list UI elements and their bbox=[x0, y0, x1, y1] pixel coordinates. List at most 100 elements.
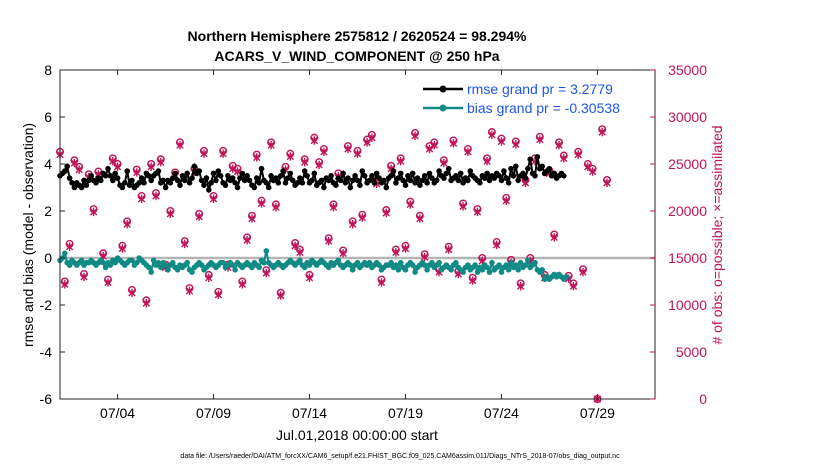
rmse-point bbox=[129, 177, 135, 184]
y-tick-label: 2 bbox=[44, 203, 52, 219]
bias-point bbox=[453, 259, 459, 266]
obs-assimilated-point bbox=[401, 244, 410, 253]
bias-point bbox=[486, 269, 493, 275]
bias-point bbox=[517, 259, 524, 266]
obs-assimilated-point bbox=[473, 207, 482, 217]
rmse-point bbox=[234, 184, 241, 191]
obs-assimilated-point bbox=[229, 164, 237, 173]
rmse-point bbox=[383, 184, 390, 191]
rmse-point bbox=[263, 180, 270, 186]
bias-point bbox=[563, 274, 569, 280]
obs-assimilated-point bbox=[430, 141, 438, 150]
rmse-point bbox=[81, 177, 87, 184]
obs-assimilated-point bbox=[588, 167, 597, 176]
y-tick-label: 6 bbox=[44, 109, 52, 125]
rmse-point bbox=[409, 170, 416, 177]
legend-rmse-label: rmse grand pr = 3.2779 bbox=[467, 81, 613, 97]
rmse-point bbox=[347, 184, 354, 191]
rmse-point bbox=[138, 175, 145, 181]
rmse-point bbox=[340, 170, 346, 177]
obs-assimilated-point bbox=[70, 158, 79, 168]
obs-assimilated-point bbox=[516, 282, 525, 291]
rmse-point bbox=[436, 168, 442, 174]
obs-assimilated-point bbox=[195, 212, 203, 221]
rmse-point bbox=[167, 180, 174, 186]
rmse-point bbox=[460, 180, 466, 186]
y-tick-label: -4 bbox=[40, 344, 53, 360]
y2-tick-label: 0 bbox=[699, 391, 707, 407]
rmse-point bbox=[561, 173, 567, 179]
rmse-point bbox=[419, 177, 426, 184]
obs-assimilated-point bbox=[296, 248, 304, 257]
legend-rmse-marker bbox=[439, 85, 447, 93]
rmse-point bbox=[86, 177, 92, 184]
bias-point bbox=[505, 267, 512, 273]
obs-assimilated-point bbox=[392, 248, 400, 257]
rmse-point bbox=[381, 177, 387, 184]
rmse-point bbox=[203, 175, 210, 181]
bias-point bbox=[397, 259, 404, 266]
obs-assimilated-point bbox=[104, 278, 112, 287]
rmse-point bbox=[253, 175, 260, 181]
y2-axis-ticks: 0 5000 10000 15000 20000 25000 30000 35000 bbox=[650, 62, 707, 407]
rmse-point bbox=[395, 175, 402, 181]
rmse-point bbox=[277, 173, 284, 179]
rmse-point bbox=[110, 177, 116, 184]
rmse-point bbox=[551, 170, 557, 177]
bias-point bbox=[129, 257, 135, 264]
rmse-point bbox=[239, 170, 246, 177]
obs-assimilated-point bbox=[75, 165, 83, 174]
rmse-point bbox=[498, 177, 505, 184]
rmse-point bbox=[112, 170, 118, 177]
bias-point bbox=[263, 248, 270, 254]
obs-assimilated-point bbox=[128, 288, 136, 297]
rmse-point bbox=[184, 170, 190, 177]
obs-assimilated-point bbox=[219, 149, 227, 158]
rmse-point bbox=[546, 165, 553, 172]
rmse-point bbox=[352, 173, 358, 179]
rmse-point bbox=[527, 156, 533, 163]
obs-assimilated-point bbox=[325, 236, 333, 246]
rmse-point bbox=[186, 180, 193, 186]
obs-assimilated-point bbox=[416, 214, 424, 223]
rmse-point bbox=[196, 168, 202, 174]
rmse-point bbox=[443, 170, 450, 177]
obs-assimilated-point bbox=[358, 213, 366, 222]
bias-point bbox=[165, 267, 171, 273]
obs-assimilated-point bbox=[320, 147, 328, 156]
obs-assimilated-point bbox=[329, 203, 338, 212]
bias-point bbox=[301, 264, 308, 271]
rmse-point bbox=[421, 173, 428, 179]
bias-point bbox=[232, 267, 238, 273]
obs-assimilated-point bbox=[214, 290, 223, 299]
rmse-point bbox=[198, 177, 205, 184]
rmse-point bbox=[397, 170, 404, 177]
rmse-point bbox=[429, 175, 435, 181]
obs-assimilated-point bbox=[113, 162, 122, 172]
rmse-point bbox=[71, 184, 78, 191]
obs-assimilated-point bbox=[257, 199, 266, 208]
obs-assimilated-point bbox=[305, 273, 314, 282]
rmse-point bbox=[412, 180, 418, 186]
rmse-point bbox=[251, 184, 258, 191]
obs-assimilated-point bbox=[185, 286, 194, 296]
bias-point bbox=[474, 269, 481, 275]
obs-assimilated-point bbox=[459, 202, 467, 211]
rmse-point bbox=[376, 175, 382, 181]
y2-tick-label: 20000 bbox=[668, 203, 707, 219]
rmse-point bbox=[388, 173, 394, 179]
obs-assimilated-point bbox=[579, 267, 587, 277]
rmse-point bbox=[501, 168, 507, 174]
bias-point bbox=[395, 267, 402, 273]
obs-assimilated-point bbox=[492, 240, 501, 250]
rmse-point bbox=[301, 168, 308, 174]
rmse-point bbox=[172, 170, 178, 177]
bias-point bbox=[436, 259, 442, 266]
bias-point bbox=[78, 257, 85, 264]
obs-assimilated-point bbox=[502, 196, 510, 205]
x-tick-label: 07/14 bbox=[292, 405, 327, 421]
obs-assimilated-point bbox=[89, 207, 98, 217]
obs-assimilated-point bbox=[512, 140, 520, 149]
rmse-point bbox=[525, 165, 531, 172]
rmse-point bbox=[285, 175, 291, 181]
